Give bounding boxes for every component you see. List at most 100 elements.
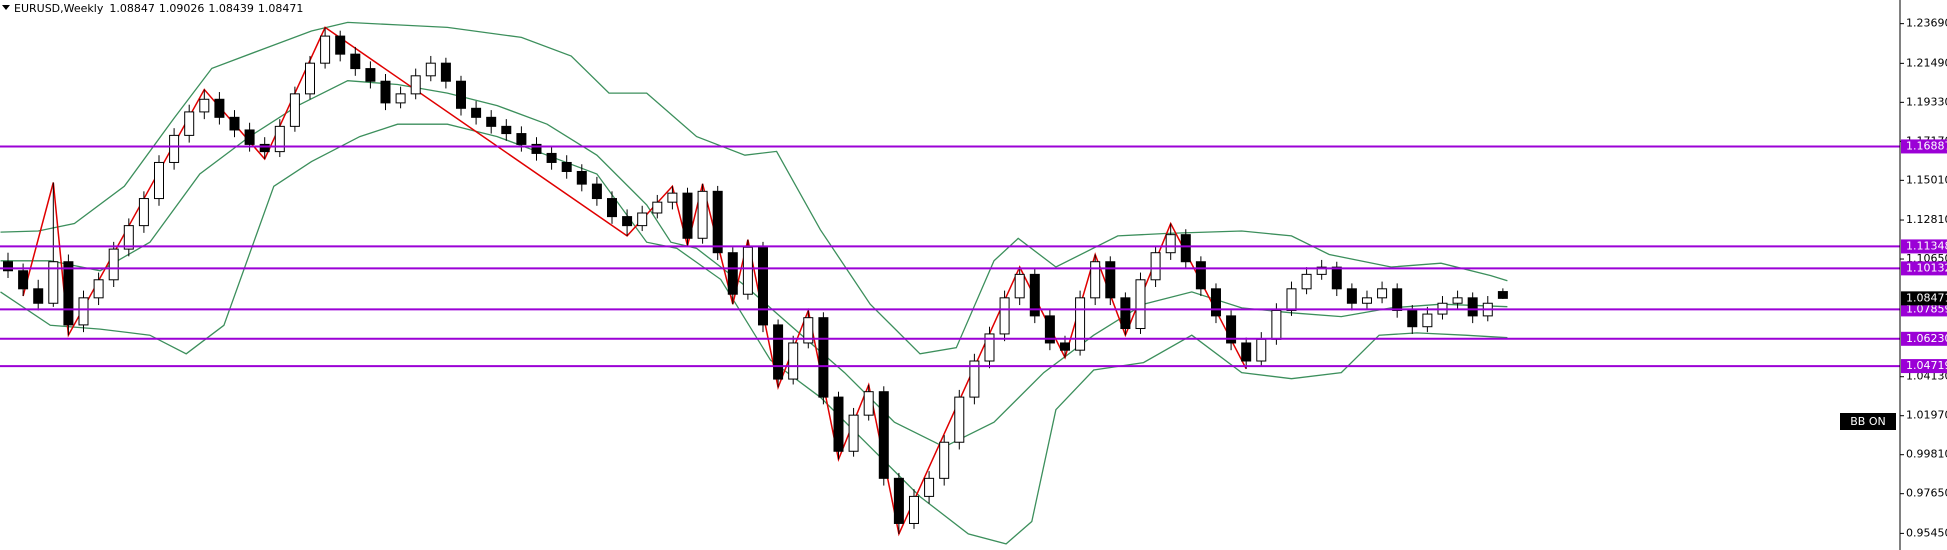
candle-body: [214, 98, 225, 118]
candle-body: [833, 396, 844, 452]
y-tick-label: 1.15010: [1906, 173, 1947, 186]
candle-body: [939, 441, 950, 479]
y-tick-label: 0.97650: [1906, 487, 1947, 500]
y-tick-label: 1.23690: [1906, 17, 1947, 30]
candle-body: [924, 477, 935, 497]
candle-body: [1361, 297, 1372, 304]
menu-triangle[interactable]: [2, 5, 10, 10]
candle-body: [1452, 297, 1463, 304]
candle-body: [1090, 261, 1101, 299]
candle-body: [1392, 288, 1403, 311]
candle-body: [591, 183, 602, 200]
candle-body: [561, 161, 572, 172]
candle-body: [1467, 297, 1478, 317]
candle-body: [1014, 273, 1025, 299]
candle-body: [304, 62, 315, 95]
candle-body: [1195, 261, 1206, 290]
candle-body: [229, 116, 240, 131]
candle-body: [818, 317, 829, 398]
candle-body: [652, 201, 663, 214]
header-open: 1.08847: [109, 2, 155, 15]
candle-body: [486, 116, 497, 127]
candle-body: [893, 477, 904, 524]
candle-body: [471, 107, 482, 118]
candle-body: [667, 192, 678, 203]
candle-body: [516, 133, 527, 145]
candle-body: [199, 98, 210, 113]
level-badge: [1901, 331, 1947, 346]
candle-body: [1256, 338, 1267, 362]
level-label: 1.11348: [1906, 239, 1947, 252]
candle-body: [606, 198, 617, 218]
header-low: 1.08439: [208, 2, 254, 15]
candle-body: [1346, 288, 1357, 304]
candle-body: [108, 248, 119, 281]
candle-body: [788, 342, 799, 380]
candle-body: [757, 246, 768, 326]
candle-body: [546, 152, 557, 163]
y-tick-label: 1.12810: [1906, 213, 1947, 226]
candle-body: [1165, 234, 1176, 254]
candle-body: [154, 161, 165, 200]
level-badge: [1901, 139, 1947, 154]
y-tick-label: 1.19330: [1906, 95, 1947, 108]
candle-body: [727, 252, 738, 295]
candle-body: [908, 495, 919, 524]
candle-body: [1377, 288, 1388, 299]
candle-body: [1316, 266, 1327, 275]
level-label: 1.04719: [1906, 359, 1947, 372]
bollinger-band: [0, 21, 1508, 355]
candle-body: [1150, 252, 1161, 281]
candle-body: [742, 246, 753, 295]
candle-body: [1105, 261, 1116, 299]
candle-body: [803, 317, 814, 344]
level-badge: [1901, 261, 1947, 276]
candle-body: [184, 111, 195, 136]
candle-body: [637, 212, 648, 227]
candle-body: [848, 414, 859, 452]
bollinger-band: [0, 80, 1508, 448]
candle-body: [395, 93, 406, 104]
level-label: 1.16887: [1906, 139, 1947, 152]
candle-body: [380, 80, 391, 104]
candle-body: [1241, 342, 1252, 362]
indicator-label[interactable]: BB ON: [1850, 415, 1885, 428]
candle-body: [1331, 266, 1342, 290]
candle-body: [999, 297, 1010, 335]
candle-body: [1135, 279, 1146, 330]
candle-body: [93, 279, 104, 299]
candle-body: [320, 35, 331, 64]
candle-body: [501, 125, 512, 135]
candle-body: [1075, 297, 1086, 351]
candle-body: [1301, 273, 1312, 290]
candle-body: [123, 225, 134, 250]
candle-body: [48, 261, 59, 304]
candle-body: [63, 261, 74, 326]
candle-body: [335, 35, 346, 55]
y-tick-label: 1.21490: [1906, 56, 1947, 69]
candle-body: [773, 324, 784, 380]
candle-body: [455, 80, 466, 109]
level-label: 1.07859: [1906, 302, 1947, 315]
candle-body: [1271, 309, 1282, 340]
candle-body: [1044, 315, 1055, 344]
candle-body: [3, 261, 14, 272]
candle-body: [274, 125, 285, 153]
candle-body: [969, 360, 980, 398]
candle-body: [410, 75, 421, 95]
current-price-badge: [1901, 291, 1947, 306]
candle-body: [622, 216, 633, 227]
candle-body: [1120, 297, 1131, 330]
header-close: 1.08471: [258, 2, 304, 15]
candle-body: [440, 62, 451, 82]
candle-body: [576, 170, 587, 185]
candle-body: [1286, 288, 1297, 311]
chart-header: EURUSD,Weekly 1.08847 1.09026 1.08439 1.0847…: [14, 2, 303, 15]
indicator-badge[interactable]: [1840, 413, 1896, 430]
candle-body: [531, 143, 542, 154]
level-label: 1.10132: [1906, 261, 1947, 274]
candle-body: [712, 190, 723, 254]
level-badge: [1901, 239, 1947, 254]
